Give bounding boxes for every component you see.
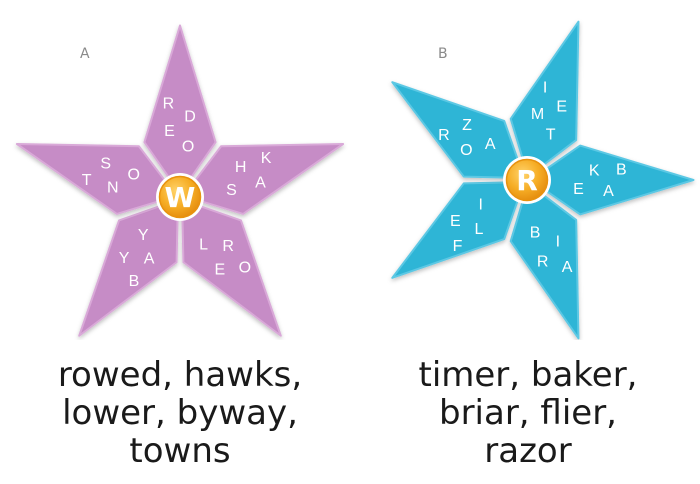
answer-line: razor (484, 431, 572, 471)
segment-letter: S (100, 155, 111, 172)
star-segment-upper-left (15, 143, 178, 215)
segment-letter: I (543, 80, 547, 97)
segment-letter: O (127, 166, 139, 183)
segment-letter: E (214, 262, 225, 279)
segment-letter: Y (138, 227, 149, 244)
segment-letter: T (546, 127, 556, 144)
segment-letter: E (556, 99, 567, 116)
answer-line: rowed, hawks, (57, 355, 303, 395)
segment-letter: A (562, 259, 573, 276)
segment-letter: H (235, 159, 247, 176)
segment-letter: S (226, 182, 237, 199)
center-tile (505, 158, 549, 202)
star-segment-top (143, 24, 217, 195)
segment-letter: O (239, 260, 251, 277)
segment-letter: D (184, 109, 196, 126)
segment-letter: B (616, 161, 627, 178)
segment-letter: F (453, 238, 463, 255)
star-segment-upper-right (529, 144, 695, 216)
segment-letter: I (556, 234, 560, 251)
segment-letter: A (485, 136, 496, 153)
segment-letter: O (182, 139, 194, 156)
segment-letter: R (537, 254, 549, 271)
star-segment-top (509, 20, 580, 178)
star-segment-lower-left (391, 181, 526, 279)
segment-letter: M (531, 106, 544, 123)
segment-letter: K (589, 162, 600, 179)
center-tile (158, 175, 202, 219)
segment-letter: I (478, 197, 482, 214)
segment-letter: L (199, 236, 208, 253)
segment-letter: E (573, 181, 584, 198)
segment-letter: T (82, 172, 92, 189)
answer-line: lower, byway, (62, 393, 298, 433)
center-letter: W (165, 181, 196, 214)
answer-line: towns (129, 431, 231, 471)
answers-b: timer, baker, briar, flier, razor (358, 356, 698, 470)
segment-letter: Z (462, 117, 472, 134)
segment-letter: K (261, 150, 272, 167)
segment-letter: N (107, 179, 119, 196)
segment-letter: L (474, 221, 483, 238)
answer-line: timer, baker, (418, 355, 638, 395)
segment-letter: B (129, 273, 140, 290)
star-segment-lower-left (78, 198, 179, 337)
answers-a: rowed, hawks, lower, byway, towns (10, 356, 350, 470)
segment-letter: E (164, 123, 175, 140)
segment-letter: Y (119, 250, 130, 267)
puzzle-label-a: A (80, 46, 90, 62)
center-letter: R (516, 164, 538, 197)
puzzle-label-b: B (438, 46, 448, 62)
segment-letter: R (438, 127, 450, 144)
segment-letter: B (530, 224, 541, 241)
star-segment-lower-right (181, 198, 282, 337)
segment-letter: R (222, 238, 234, 255)
answer-line: briar, flier, (438, 393, 617, 433)
segment-letter: A (255, 174, 266, 191)
star-segment-upper-left (391, 81, 526, 179)
star-segment-upper-right (182, 143, 345, 215)
segment-letter: E (450, 213, 461, 230)
segment-letter: O (460, 142, 472, 159)
segment-letter: A (603, 183, 614, 200)
segment-letter: R (163, 96, 175, 113)
segment-letter: A (144, 251, 155, 268)
star-segment-lower-right (509, 182, 580, 340)
